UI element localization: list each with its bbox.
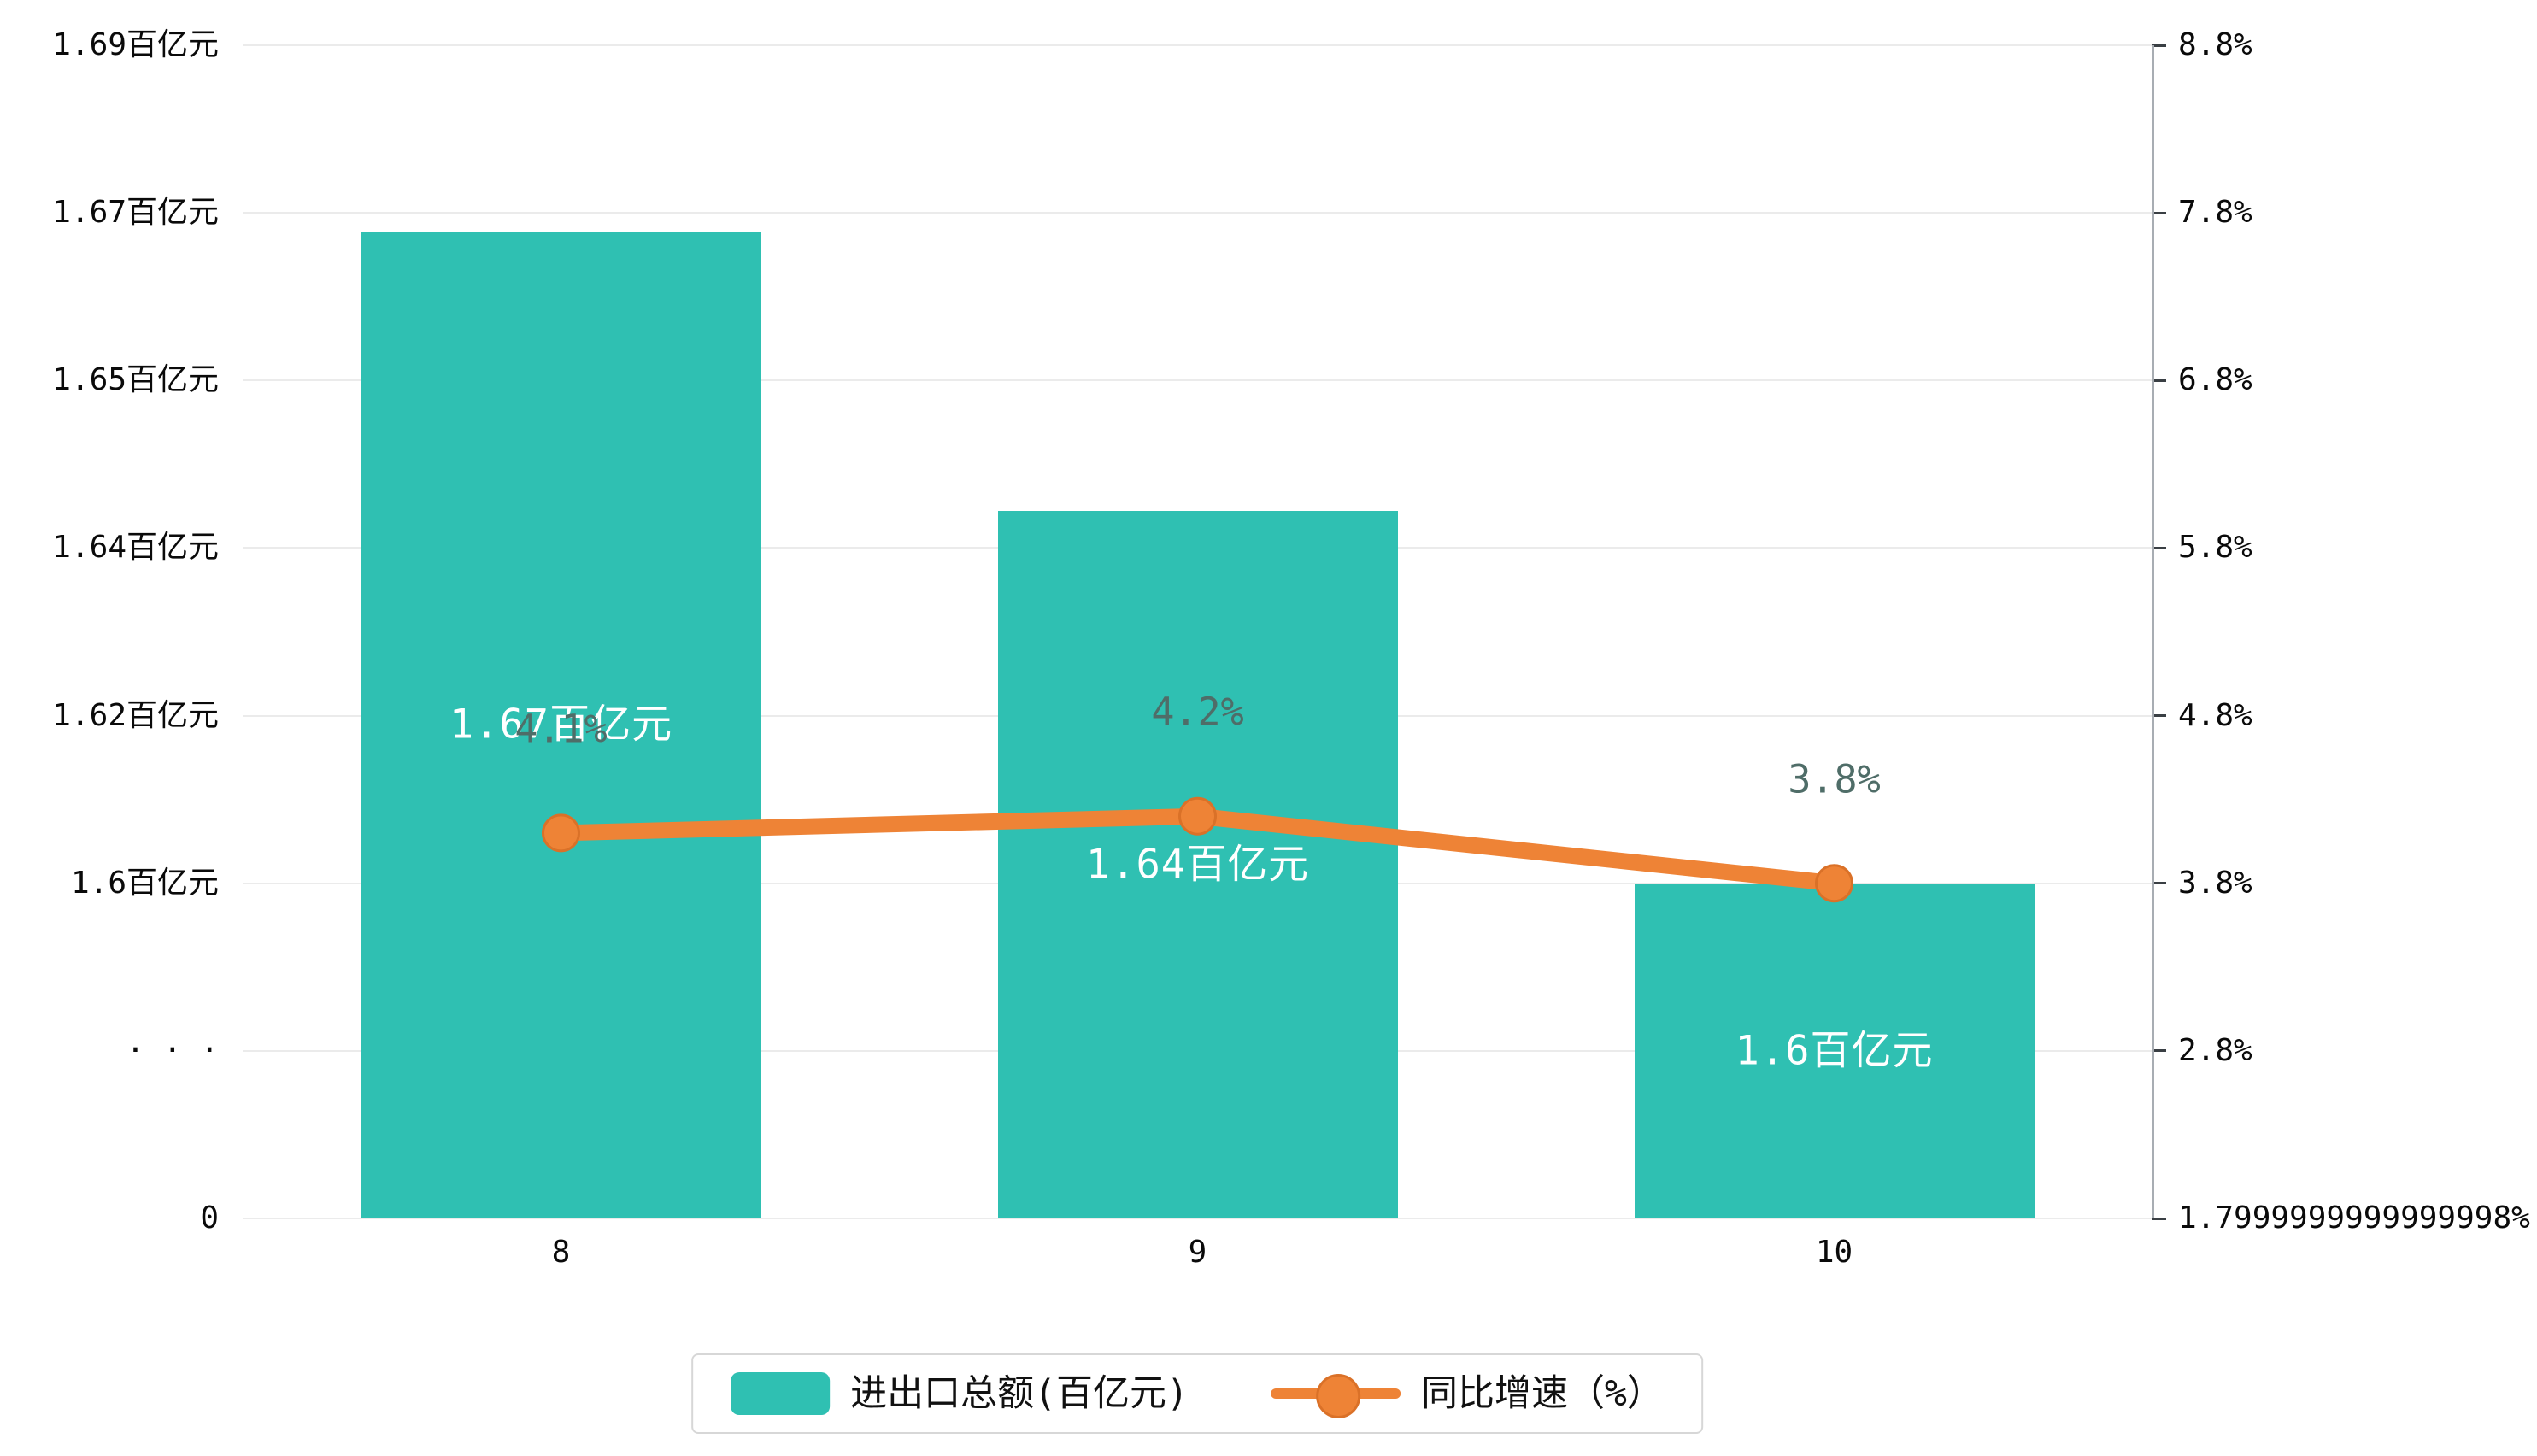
right-axis-tick-label: 1.7999999999999998% — [2178, 1201, 2530, 1236]
right-axis-tickmark-icon — [2152, 1049, 2166, 1053]
grid-line — [243, 44, 2152, 46]
legend-dot-icon — [1315, 1374, 1360, 1418]
right-axis-tick-label: 7.8% — [2178, 195, 2252, 231]
grid-line — [243, 212, 2152, 214]
left-axis-tick-label: 0 — [200, 1201, 219, 1236]
grid-line — [243, 379, 2152, 382]
right-axis-tick-label: 6.8% — [2178, 362, 2252, 398]
right-axis-tickmark-icon — [2152, 1217, 2166, 1220]
legend-item-import-export-total[interactable]: 进出口总额(百亿元) — [731, 1372, 1189, 1415]
bar-month-8[interactable] — [361, 231, 761, 1218]
right-axis-tickmark-icon — [2152, 379, 2166, 382]
left-axis-tick-label: 1.65百亿元 — [52, 362, 219, 398]
legend-line-marker-icon — [1270, 1372, 1401, 1418]
right-axis-tickmark-icon — [2152, 44, 2166, 47]
right-axis-tick-label: 4.8% — [2178, 697, 2252, 733]
legend-label-import-export-total: 进出口总额(百亿元) — [850, 1371, 1189, 1415]
left-axis-tick-label: 1.69百亿元 — [52, 27, 219, 62]
bar-value-label: 1.6百亿元 — [1735, 1027, 1934, 1075]
legend: 进出口总额(百亿元) 同比增速（%） — [691, 1353, 1703, 1434]
grid-line — [243, 1218, 2152, 1219]
right-axis-tickmark-icon — [2152, 211, 2166, 214]
right-axis-tickmark-icon — [2152, 882, 2166, 885]
bar-value-label: 1.67百亿元 — [449, 701, 673, 749]
legend-label-yoy-growth: 同比增速（%） — [1420, 1371, 1664, 1415]
right-axis-tick-label: 5.8% — [2178, 530, 2252, 566]
left-axis-tick-label: 1.67百亿元 — [52, 195, 219, 231]
right-axis-line — [2152, 45, 2154, 1218]
legend-bar-swatch-icon — [731, 1372, 831, 1415]
right-axis-tickmark-icon — [2152, 546, 2166, 549]
right-axis-tickmark-icon — [2152, 714, 2166, 718]
x-axis-label-10: 10 — [1815, 1235, 1853, 1270]
bar-month-10[interactable] — [1634, 883, 2035, 1218]
x-axis-label-8: 8 — [551, 1235, 571, 1270]
left-axis-tick-label: 1.62百亿元 — [52, 697, 219, 733]
growth-value-label: 4.1% — [514, 706, 608, 752]
bar-value-label: 1.64百亿元 — [1085, 841, 1310, 889]
growth-value-label: 4.2% — [1151, 689, 1244, 735]
right-axis-tick-label: 2.8% — [2178, 1032, 2252, 1068]
left-axis-tick-label: · · · — [126, 1032, 219, 1068]
left-axis-tick-label: 1.64百亿元 — [52, 530, 219, 566]
left-axis-tick-label: 1.6百亿元 — [70, 865, 219, 901]
right-axis-tick-label: 3.8% — [2178, 865, 2252, 901]
legend-item-yoy-growth[interactable]: 同比增速（%） — [1270, 1371, 1664, 1418]
right-axis-tick-label: 8.8% — [2178, 27, 2252, 62]
x-axis-label-9: 9 — [1188, 1235, 1207, 1270]
growth-value-label: 3.8% — [1788, 756, 1881, 802]
